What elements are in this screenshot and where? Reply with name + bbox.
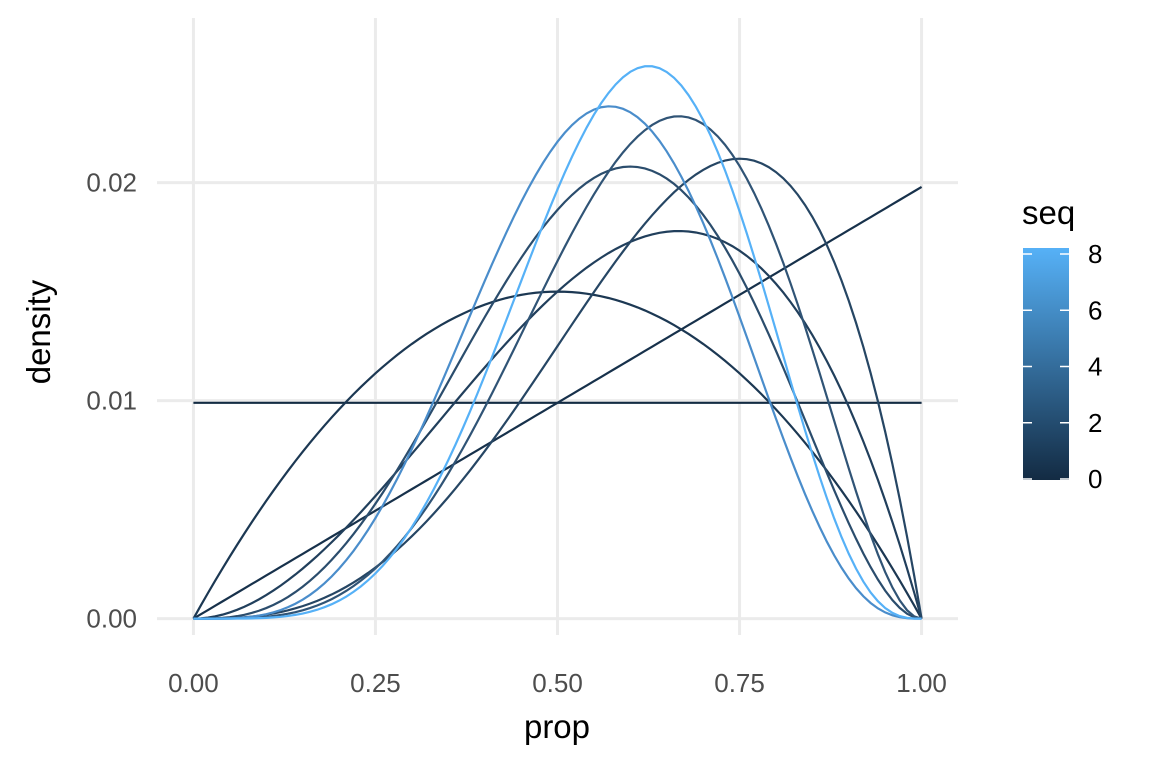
legend-ticks: 0 2 4 6 8 [1023, 239, 1102, 494]
series-line-seq-7 [193, 105, 922, 620]
legend-tick-label: 0 [1088, 464, 1102, 494]
y-tick-labels: 0.00 0.01 0.02 [86, 168, 137, 634]
x-tick-label: 0.50 [532, 668, 583, 698]
series-line-seq-6 [193, 115, 922, 620]
legend-tick-label: 6 [1088, 295, 1102, 325]
legend: seq 0 2 4 6 8 [1022, 194, 1102, 494]
x-axis-title: prop [524, 708, 590, 745]
legend-tick-label: 4 [1088, 352, 1102, 382]
grid [157, 18, 958, 635]
x-tick-label: 0.75 [714, 668, 765, 698]
series-line-seq-5 [193, 165, 922, 620]
legend-tick-label: 2 [1088, 408, 1102, 438]
series-line-seq-1 [192, 185, 923, 620]
y-tick-label: 0.00 [86, 604, 137, 634]
x-tick-label: 0.25 [350, 668, 401, 698]
legend-tick-label: 8 [1088, 239, 1102, 269]
x-tick-label: 1.00 [896, 668, 947, 698]
y-tick-label: 0.02 [86, 168, 137, 198]
series-line-seq-4 [193, 157, 923, 620]
series-line-seq-3 [193, 229, 923, 620]
y-tick-label: 0.01 [86, 386, 137, 416]
series-line-seq-8 [193, 65, 922, 620]
x-tick-label: 0.00 [168, 668, 219, 698]
series-group [192, 65, 923, 620]
legend-title: seq [1022, 194, 1075, 231]
x-tick-labels: 0.00 0.25 0.50 0.75 1.00 [168, 668, 947, 698]
y-axis-title: density [20, 279, 57, 384]
legend-colorbar [1023, 248, 1069, 480]
